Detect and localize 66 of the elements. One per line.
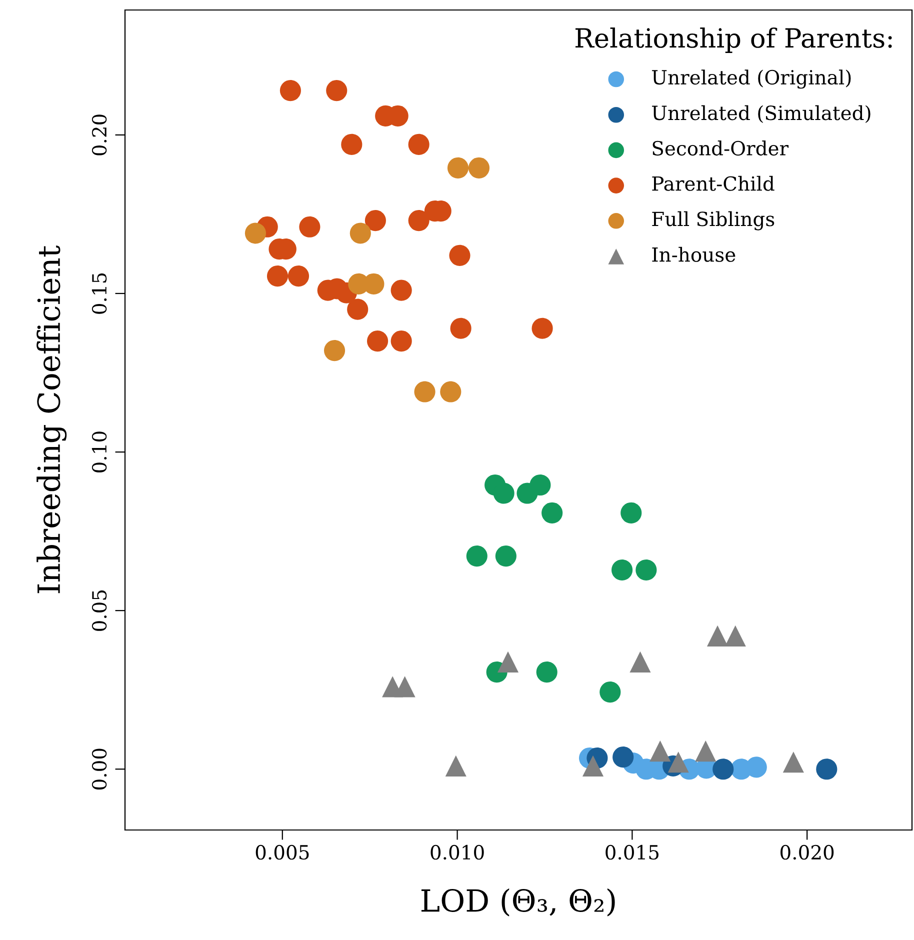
x-tick-label: 0.015: [606, 844, 659, 860]
legend-title: Relationship of Parents:: [576, 28, 892, 54]
point: [695, 740, 716, 762]
point: [582, 755, 604, 776]
x-tick-label: 0.010: [430, 844, 484, 860]
x-tick-label: 0.005: [256, 844, 309, 860]
point: [600, 682, 621, 703]
y-tick-label: 0.15: [92, 273, 107, 314]
point: [447, 157, 469, 178]
legend-label: Unrelated (Original): [652, 70, 851, 89]
point: [724, 625, 746, 646]
point: [712, 758, 734, 780]
point: [408, 210, 430, 232]
point: [347, 298, 368, 320]
legend-label: Parent-Child: [652, 176, 774, 191]
point: [341, 134, 362, 155]
point: [390, 280, 412, 301]
y-tick-label: 0.10: [92, 432, 107, 472]
point: [495, 546, 516, 567]
point: [668, 752, 689, 773]
point: [542, 502, 563, 524]
point: [612, 559, 633, 581]
point: [650, 740, 671, 762]
point: [266, 266, 288, 287]
point: [449, 244, 470, 266]
point: [746, 756, 767, 778]
point: [367, 330, 388, 352]
point: [350, 222, 371, 244]
y-tick-label: 0.05: [92, 590, 107, 631]
point: [612, 746, 634, 768]
x-tick-label: 0.020: [780, 844, 834, 860]
point: [536, 662, 558, 683]
point: [782, 752, 804, 773]
point: [288, 266, 310, 287]
point: [530, 474, 551, 496]
point: [280, 80, 301, 102]
point: [364, 210, 386, 232]
point: [414, 381, 436, 402]
point: [450, 318, 472, 339]
legend-label: Second-Order: [652, 140, 789, 156]
point: [620, 502, 642, 524]
point: [816, 758, 838, 780]
point: [466, 546, 488, 567]
point: [408, 134, 430, 155]
point: [299, 216, 320, 238]
point: [445, 755, 466, 776]
point: [636, 559, 657, 581]
legend-label: Unrelated (Simulated): [652, 105, 870, 123]
point: [706, 625, 728, 646]
point: [497, 651, 519, 672]
point: [324, 340, 346, 362]
point: [326, 80, 348, 102]
x-axis-title: LOD (Θ₃, Θ₂): [421, 888, 615, 916]
point: [468, 157, 490, 178]
point: [440, 381, 462, 402]
y-tick-label: 0.20: [92, 114, 107, 156]
point: [390, 330, 412, 352]
legend-label: In-house: [652, 246, 736, 262]
point: [244, 222, 266, 244]
point: [493, 482, 514, 504]
point: [394, 676, 416, 698]
legend-label: Full Siblings: [652, 211, 774, 230]
point: [532, 318, 553, 339]
y-tick-label: 0.00: [92, 748, 107, 790]
point: [630, 651, 651, 672]
y-axis-title: Inbreeding Coefficient: [36, 245, 67, 594]
